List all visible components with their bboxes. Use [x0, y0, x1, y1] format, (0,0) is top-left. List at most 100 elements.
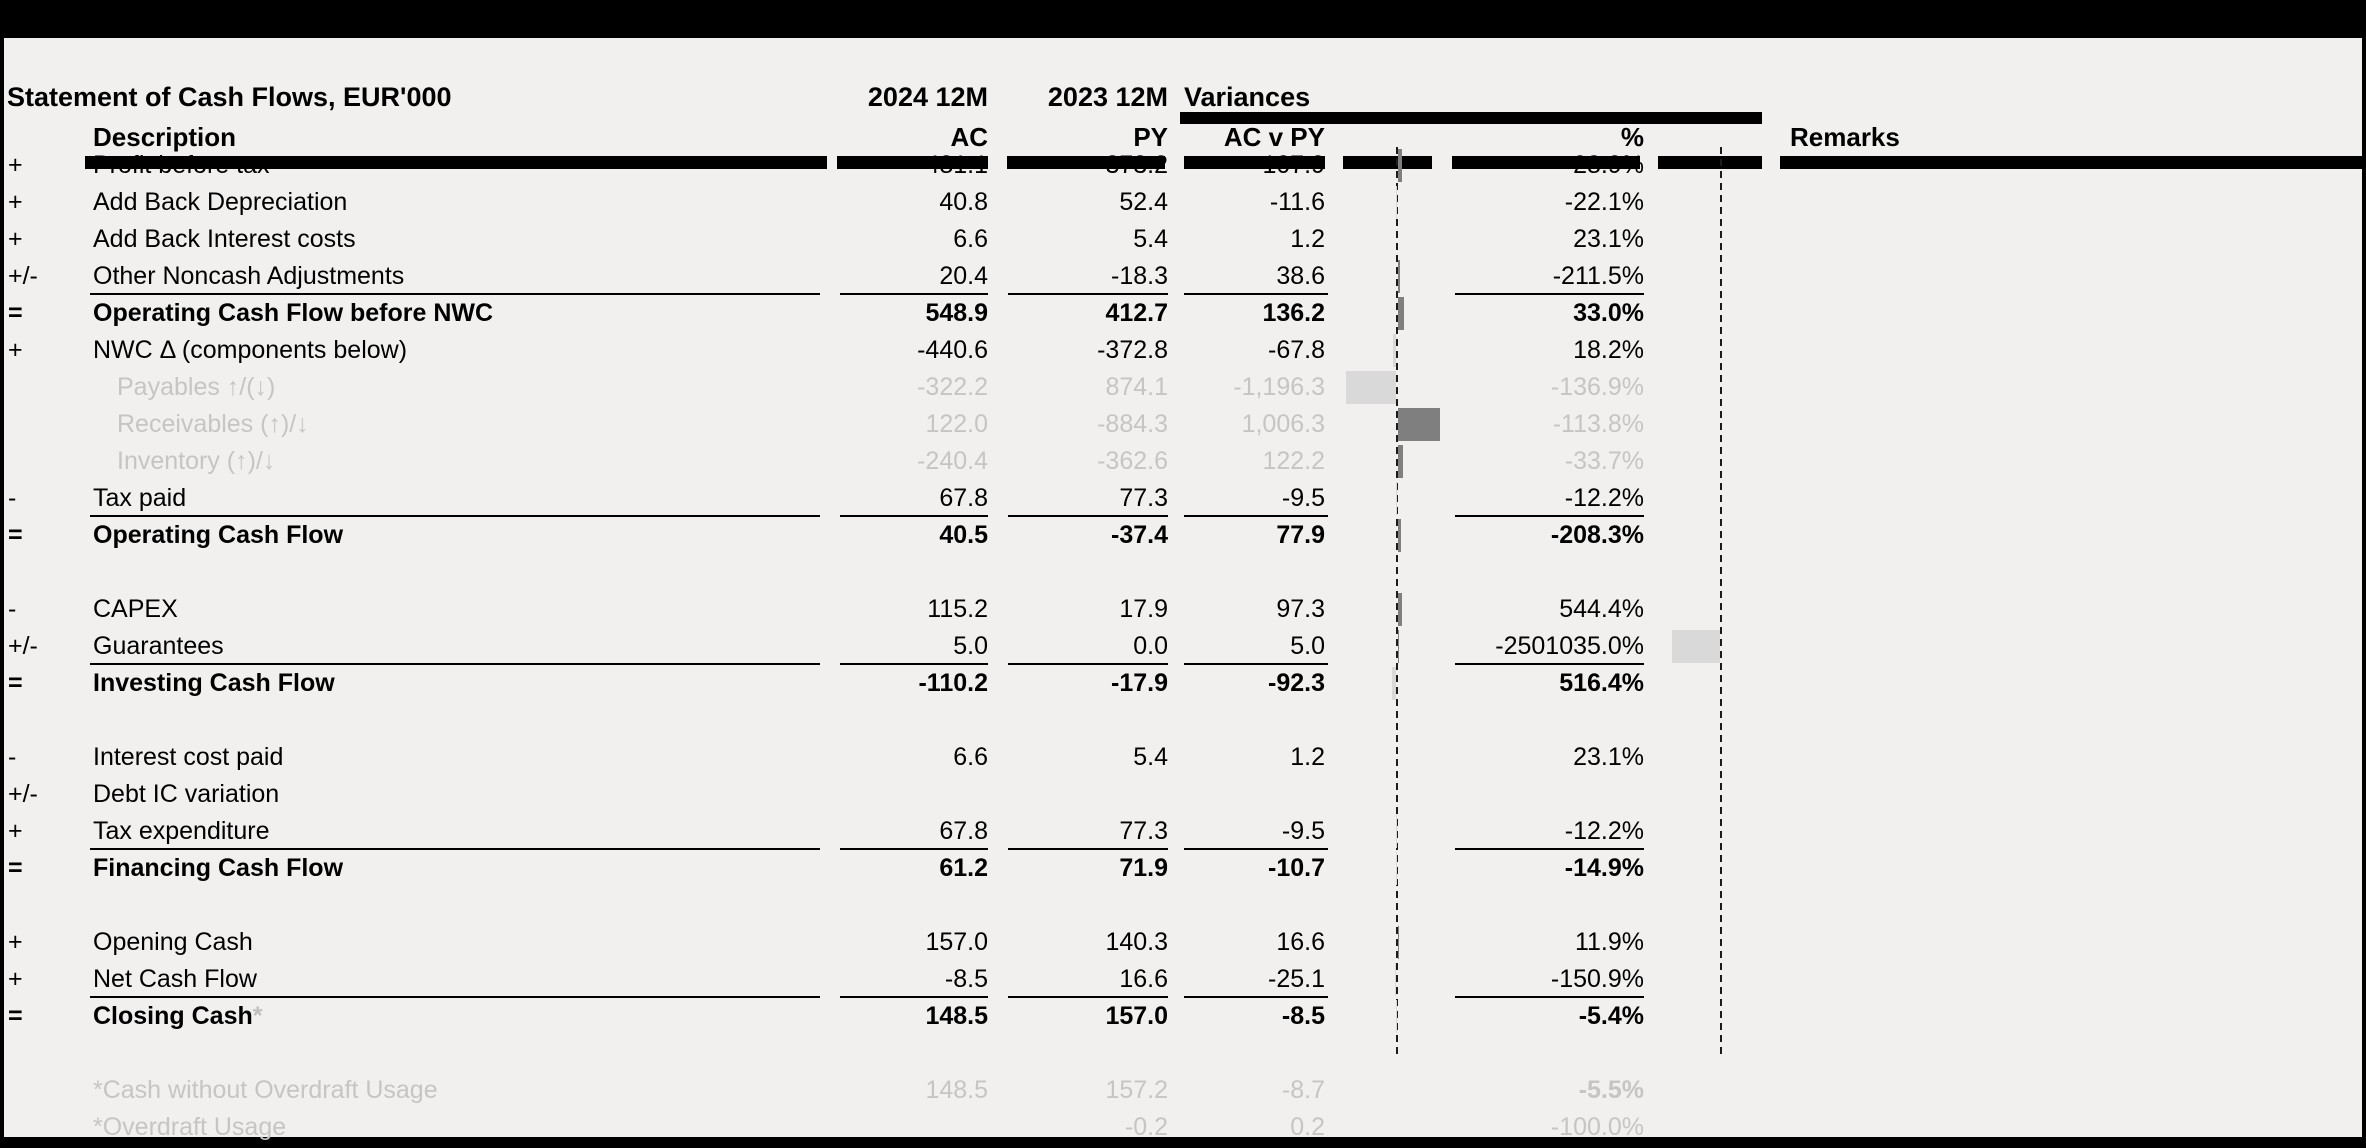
table-row: = Closing Cash* 148.5 157.0 -8.5 -5.4% [0, 998, 2366, 1035]
cell-ac: 148.5 [925, 1002, 988, 1030]
table-row: - Tax paid 67.8 77.3 -9.5 -12.2% [0, 480, 2366, 517]
cell-ac: 6.6 [953, 225, 988, 253]
row-sign: + [8, 225, 23, 253]
cell-percent: -2501035.0% [1495, 632, 1644, 660]
row-underline [90, 996, 820, 998]
cell-percent: 544.4% [1559, 595, 1644, 623]
cell-py: 373.2 [1105, 151, 1168, 179]
cell-ac: 481.1 [925, 151, 988, 179]
header-rule-description [85, 156, 827, 169]
cell-variance: -92.3 [1268, 669, 1325, 697]
row-label: Guarantees [93, 632, 224, 660]
row-sign: = [8, 669, 23, 697]
cell-percent: -150.9% [1550, 965, 1644, 993]
cell-ac: 122.0 [925, 410, 988, 438]
row-underline [840, 996, 988, 998]
cell-py: 140.3 [1105, 928, 1168, 956]
cell-py: 157.0 [1105, 1002, 1168, 1030]
cell-percent: -113.8% [1552, 410, 1644, 438]
cell-variance: 122.2 [1262, 447, 1325, 475]
row-sign: +/- [8, 262, 38, 290]
row-label: Closing Cash* [93, 1002, 263, 1030]
row-sign: = [8, 854, 23, 882]
variances-group-rule [1180, 112, 1762, 124]
header-rule-ac-v-py [1184, 156, 1325, 169]
cell-py: -362.6 [1097, 447, 1168, 475]
cell-percent: 516.4% [1559, 669, 1644, 697]
row-sign: + [8, 965, 23, 993]
cell-py: 157.2 [1105, 1076, 1168, 1104]
col-header-percent: % [1620, 122, 1644, 152]
table-row: - CAPEX 115.2 17.9 97.3 544.4% [0, 591, 2366, 628]
cell-ac: -240.4 [917, 447, 988, 475]
cell-py: -37.4 [1111, 521, 1168, 549]
cell-variance: 136.2 [1262, 299, 1325, 327]
row-underline [90, 293, 820, 295]
table-row: Inventory (↑)/↓ -240.4 -362.6 122.2 -33.… [0, 443, 2366, 480]
cell-variance: 1.2 [1290, 743, 1325, 771]
cell-ac: 115.2 [927, 595, 988, 623]
col-header-period-actual: 2024 12M [867, 82, 988, 112]
row-sign: +/- [8, 780, 38, 808]
cell-variance: -67.8 [1268, 336, 1325, 364]
table-row: +/- Debt IC variation [0, 776, 2366, 813]
row-sign: + [8, 928, 23, 956]
cell-percent: 18.2% [1573, 336, 1644, 364]
row-underline [1455, 848, 1644, 850]
table-row: + Profit before tax 481.1 373.2 107.9 28… [0, 147, 2366, 184]
variance-bar [1398, 519, 1402, 552]
row-underline [840, 293, 988, 295]
header-rule-remarks [1780, 156, 2362, 169]
cell-variance: -9.5 [1281, 484, 1325, 512]
cell-variance: 77.9 [1276, 521, 1325, 549]
row-label: Interest cost paid [93, 743, 284, 771]
table-row: + Tax expenditure 67.8 77.3 -9.5 -12.2% [0, 813, 2366, 850]
row-label: Add Back Depreciation [93, 188, 348, 216]
row-label-footnote-mark: * [252, 1002, 263, 1030]
row-underline [1184, 996, 1328, 998]
cell-variance: 1,006.3 [1241, 410, 1325, 438]
variances-group-header: Variances [1184, 82, 1311, 112]
row-label: Net Cash Flow [93, 965, 257, 993]
cell-ac: 67.8 [939, 817, 988, 845]
table-row: + Add Back Depreciation 40.8 52.4 -11.6 … [0, 184, 2366, 221]
variance-bar [1398, 408, 1440, 441]
cell-py: -372.8 [1097, 336, 1168, 364]
cell-percent: 23.1% [1573, 743, 1644, 771]
table-row: + Add Back Interest costs 6.6 5.4 1.2 23… [0, 221, 2366, 258]
col-header-remarks: Remarks [1790, 122, 1900, 152]
row-underline [90, 848, 820, 850]
col-header-ac: AC [950, 122, 988, 152]
row-label: *Cash without Overdraft Usage [93, 1076, 438, 1104]
cell-py: -0.2 [1124, 1113, 1168, 1141]
row-label: Investing Cash Flow [93, 669, 335, 697]
variance-bar [1398, 926, 1399, 959]
table-row: + NWC Δ (components below) -440.6 -372.8… [0, 332, 2366, 369]
header-rule-percent [1452, 156, 1640, 169]
cell-percent: -14.9% [1564, 854, 1644, 882]
row-underline [840, 848, 988, 850]
table-row [0, 887, 2366, 924]
table-row [0, 1035, 2366, 1072]
variance-bar [1346, 371, 1396, 404]
table-row: *Cash without Overdraft Usage 148.5 157.… [0, 1072, 2366, 1109]
cell-py: 5.4 [1133, 225, 1168, 253]
cell-py: 874.1 [1105, 373, 1168, 401]
variance-bar [1393, 334, 1396, 367]
header-rule-percent-chart [1658, 156, 1762, 169]
row-underline [1455, 293, 1644, 295]
table-row [0, 702, 2366, 739]
percent-bar [1671, 630, 1720, 663]
cell-ac: 61.2 [939, 854, 988, 882]
cell-variance: 0.2 [1290, 1113, 1325, 1141]
row-sign: + [8, 336, 23, 364]
cell-percent: -22.1% [1564, 188, 1644, 216]
row-label: Payables ↑/(↓) [117, 373, 276, 401]
row-sign: = [8, 521, 23, 549]
row-sign: - [8, 743, 17, 771]
table-row [0, 554, 2366, 591]
row-underline [1008, 663, 1168, 665]
cell-py: -17.9 [1111, 669, 1168, 697]
row-underline [1455, 996, 1644, 998]
cell-ac: 148.5 [925, 1076, 988, 1104]
